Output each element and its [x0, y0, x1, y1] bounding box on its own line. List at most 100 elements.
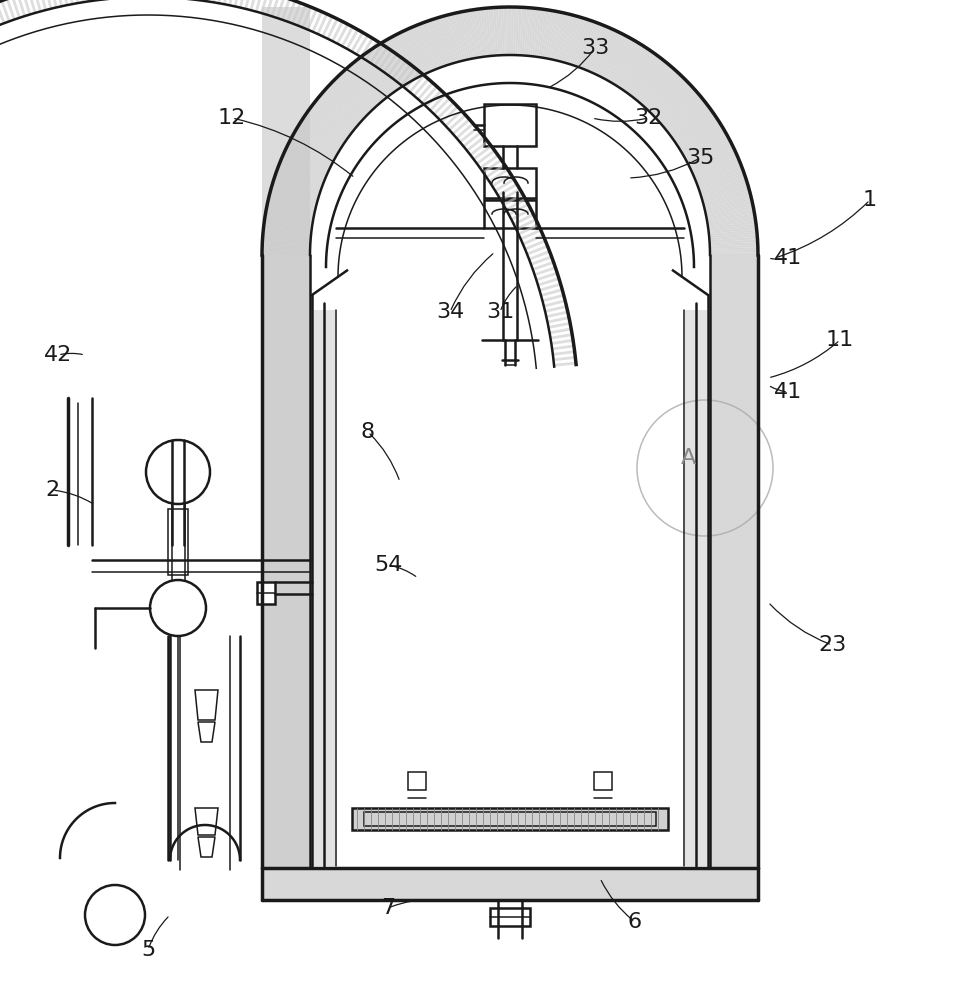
- Polygon shape: [343, 70, 377, 107]
- Polygon shape: [314, 101, 354, 132]
- Polygon shape: [596, 31, 619, 76]
- Polygon shape: [387, 57, 403, 76]
- Polygon shape: [339, 74, 374, 110]
- Polygon shape: [651, 79, 687, 115]
- Polygon shape: [417, 24, 438, 70]
- Polygon shape: [704, 196, 752, 209]
- Polygon shape: [262, 255, 310, 868]
- Polygon shape: [710, 245, 758, 249]
- Polygon shape: [511, 7, 514, 55]
- Polygon shape: [536, 272, 557, 281]
- Polygon shape: [56, 0, 63, 7]
- Text: 1: 1: [863, 190, 877, 210]
- Polygon shape: [444, 110, 463, 127]
- Polygon shape: [699, 176, 746, 193]
- Polygon shape: [299, 122, 341, 149]
- Polygon shape: [586, 26, 608, 71]
- Polygon shape: [546, 311, 568, 318]
- Polygon shape: [468, 10, 477, 58]
- Polygon shape: [709, 229, 757, 236]
- Polygon shape: [530, 8, 537, 56]
- Polygon shape: [391, 36, 416, 79]
- Polygon shape: [311, 105, 351, 135]
- Polygon shape: [295, 131, 337, 157]
- Polygon shape: [274, 176, 321, 193]
- Bar: [364, 812, 656, 826]
- Polygon shape: [195, 690, 218, 720]
- Polygon shape: [286, 147, 330, 170]
- Polygon shape: [536, 9, 545, 57]
- Polygon shape: [664, 96, 702, 129]
- Polygon shape: [16, 0, 26, 16]
- Polygon shape: [301, 7, 312, 28]
- Polygon shape: [643, 70, 677, 107]
- Polygon shape: [325, 89, 361, 122]
- Polygon shape: [275, 173, 322, 191]
- Polygon shape: [331, 21, 344, 42]
- Polygon shape: [50, 0, 58, 8]
- Text: 35: 35: [686, 148, 714, 168]
- Polygon shape: [298, 124, 340, 151]
- Text: 8: 8: [361, 422, 375, 442]
- Polygon shape: [691, 149, 735, 171]
- Polygon shape: [271, 183, 319, 199]
- Polygon shape: [567, 17, 583, 64]
- Bar: [594, 772, 612, 790]
- Polygon shape: [610, 40, 636, 82]
- Polygon shape: [657, 87, 694, 121]
- Text: 2: 2: [45, 480, 59, 500]
- Polygon shape: [472, 9, 482, 57]
- Polygon shape: [262, 252, 310, 255]
- Polygon shape: [28, 0, 37, 13]
- Polygon shape: [374, 47, 388, 67]
- Polygon shape: [365, 52, 395, 93]
- Polygon shape: [534, 266, 555, 276]
- Polygon shape: [287, 144, 331, 168]
- Polygon shape: [374, 47, 402, 88]
- Polygon shape: [613, 42, 639, 85]
- Polygon shape: [569, 18, 585, 65]
- Polygon shape: [602, 35, 626, 78]
- Polygon shape: [530, 255, 553, 266]
- Bar: [484, 200, 536, 228]
- Polygon shape: [313, 310, 335, 866]
- Polygon shape: [694, 156, 738, 177]
- Polygon shape: [563, 16, 579, 63]
- Polygon shape: [322, 16, 333, 37]
- Polygon shape: [625, 52, 655, 93]
- Polygon shape: [369, 44, 384, 64]
- Polygon shape: [614, 44, 642, 86]
- Polygon shape: [709, 232, 757, 238]
- Polygon shape: [329, 83, 366, 118]
- Polygon shape: [345, 69, 378, 106]
- Polygon shape: [297, 126, 339, 153]
- Polygon shape: [709, 234, 757, 240]
- Polygon shape: [386, 39, 412, 81]
- Polygon shape: [265, 219, 312, 228]
- Polygon shape: [460, 12, 471, 59]
- Polygon shape: [255, 0, 264, 12]
- Text: 32: 32: [634, 108, 662, 128]
- Polygon shape: [279, 161, 325, 181]
- Polygon shape: [708, 224, 756, 232]
- Polygon shape: [276, 168, 323, 187]
- Polygon shape: [540, 10, 551, 58]
- Polygon shape: [575, 20, 593, 67]
- Polygon shape: [0, 0, 11, 22]
- Polygon shape: [584, 25, 606, 70]
- Polygon shape: [501, 7, 505, 55]
- Polygon shape: [532, 261, 554, 271]
- Polygon shape: [321, 93, 359, 126]
- Polygon shape: [701, 183, 748, 199]
- Polygon shape: [705, 201, 753, 213]
- Polygon shape: [306, 111, 347, 141]
- Polygon shape: [495, 178, 515, 192]
- Polygon shape: [414, 25, 435, 70]
- Polygon shape: [459, 127, 478, 143]
- Polygon shape: [629, 55, 660, 95]
- Polygon shape: [634, 60, 666, 99]
- Polygon shape: [683, 131, 725, 157]
- Polygon shape: [692, 151, 736, 173]
- Polygon shape: [391, 60, 407, 79]
- Polygon shape: [349, 65, 382, 103]
